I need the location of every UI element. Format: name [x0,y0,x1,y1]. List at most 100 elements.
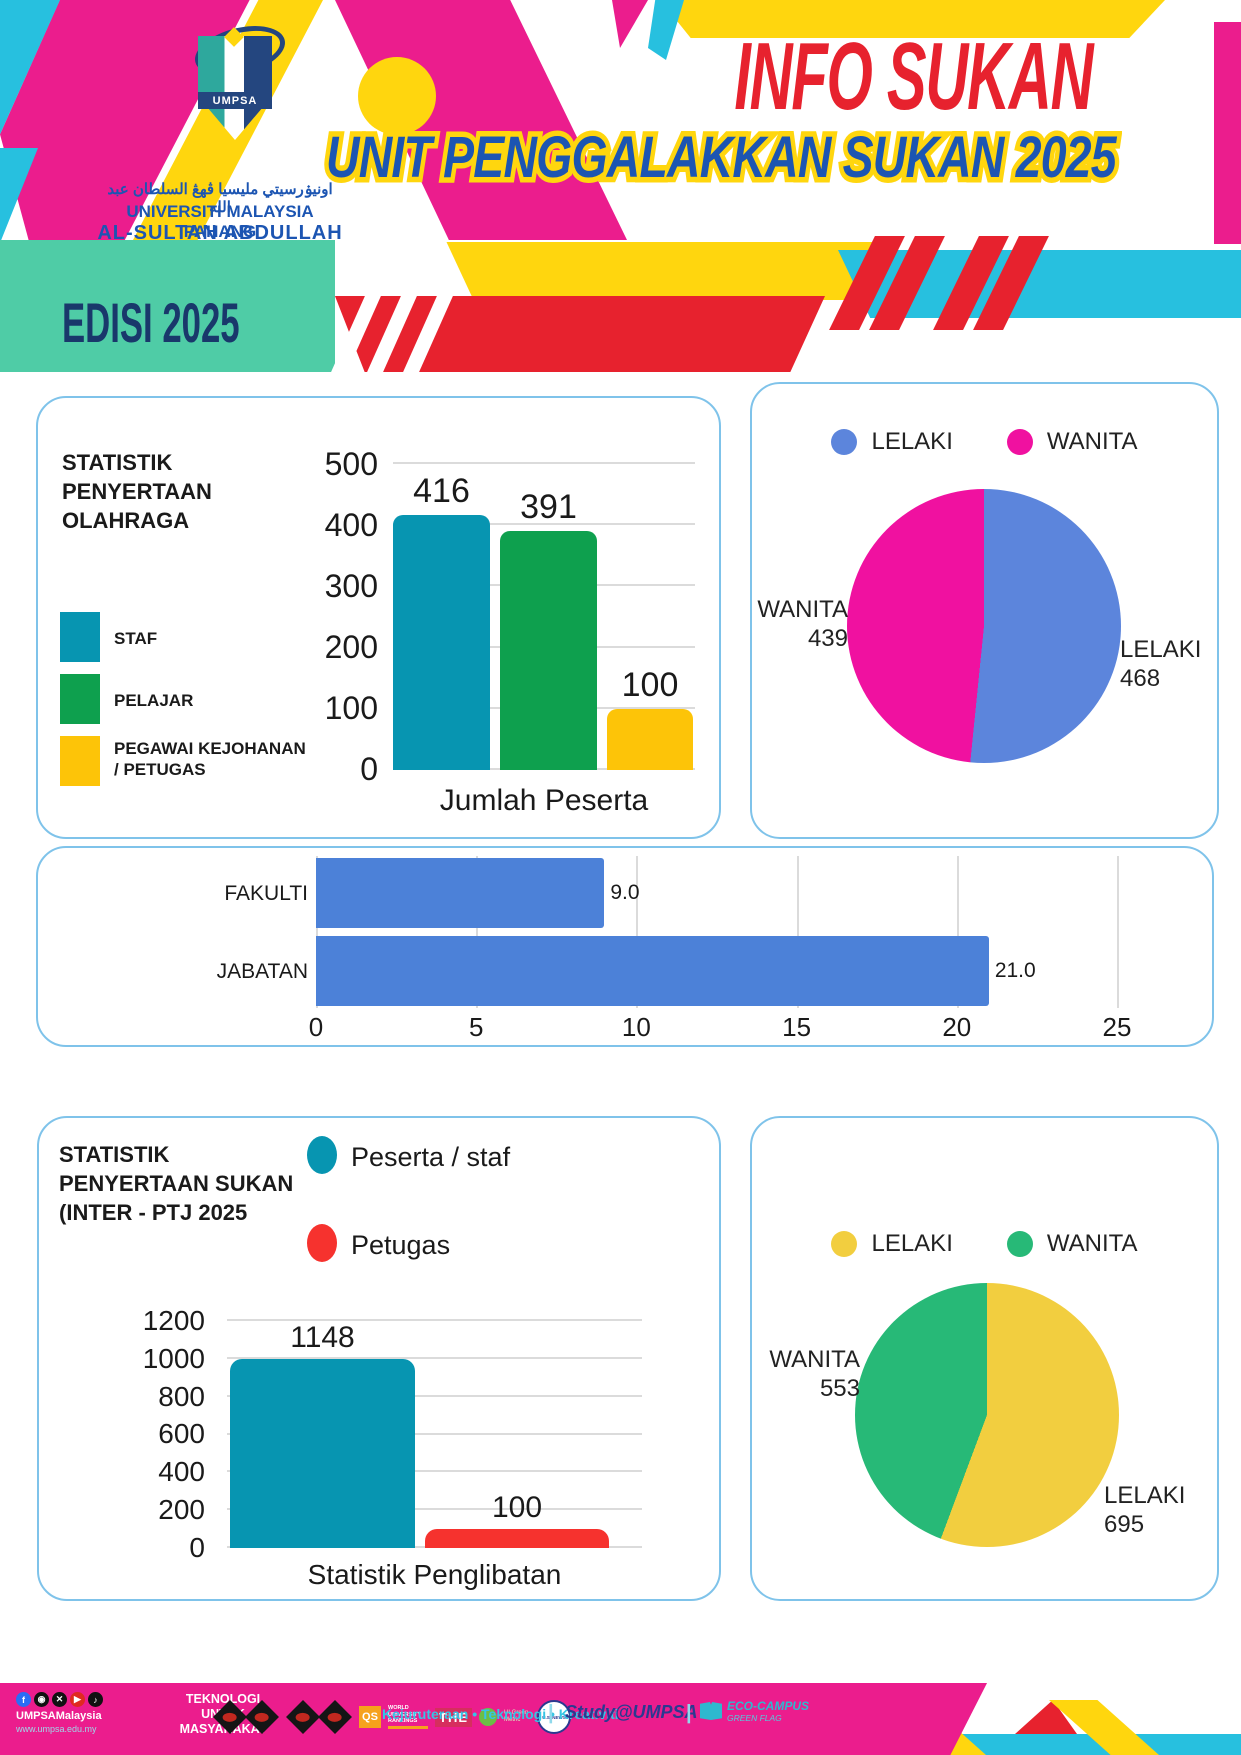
hbar-chart-ptj: 9.0 21.0 [316,856,1119,1008]
x-tick-label: 10 [621,1012,651,1042]
gridline [316,856,318,1008]
bar-value-label: 100 [621,665,679,704]
cyan-tip-decoration [648,0,684,60]
legend-dot-lelaki [831,429,858,455]
bar-row-fakulti: 9.0 [316,858,1117,928]
legend-dot-lelaki [831,1231,858,1257]
card-pie-olahraga-gender: LELAKI WANITA WANITA 439 LELAKI 468 [750,382,1219,839]
category-label-fakulti: FAKULTI [224,882,308,905]
eco-campus-label: ECO-CAMPUS GREEN FLAG [727,1699,810,1723]
award-medal-icon [318,1700,352,1734]
legend-label-staf: STAF [114,629,158,648]
pie-chart-sukan-gender [855,1283,1119,1547]
instagram-icon[interactable]: ◉ [34,1692,49,1707]
ui-greenmetric-icon [479,1708,497,1726]
legend-label-wanita: WANITA [1046,1230,1138,1257]
edition-label: EDISI 2025 [62,291,240,354]
category-label-jabatan: JABATAN [216,960,308,983]
x-icon[interactable]: ✕ [52,1692,67,1707]
yellow-top-band-decoration [660,0,1165,38]
pie-legend: LELAKI WANITA [752,1230,1217,1258]
card-pie-sukan-gender: LELAKI WANITA WANITA 553 LELAKI 695 [750,1116,1219,1601]
bar [500,530,597,770]
subtitle-text: UNIT PENGGALAKKAN SUKAN 2025 [326,125,1117,190]
bar-value-label: 9.0 [610,881,640,904]
x-tick-label: 5 [468,1012,484,1042]
gridline [636,856,639,1008]
logo-shield-text: UMPSA [198,92,272,109]
gridline [227,1508,642,1511]
pie-chart-olahraga-gender [847,489,1121,763]
logo-arabic-text: اونيۏرسيتي مليسيا ڤهڠ السلطان عبد الله [107,181,333,216]
facebook-icon[interactable]: f [16,1692,31,1707]
legend-label-pegawai: PEGAWAI KEJOHANAN / PETUGAS [114,739,306,780]
bar [393,515,490,770]
subtitle-outline: UNIT PENGGALAKKAN SUKAN 2025 [322,120,1121,196]
award-medal-icon [213,1700,247,1734]
card-statistik-olahraga: STATISTIK PENYERTAAN OLAHRAGA STAF PELAJ… [36,396,721,839]
gridline [227,1394,642,1397]
footer-separator: | [686,1702,692,1724]
bar-chart-sukan: 1148 100 [227,1319,642,1548]
footer-separator: | [548,1702,554,1724]
bar-peserta: 1148 [230,1321,415,1548]
bar-chart-olahraga: 416 391 100 [393,462,695,770]
social-handle: UMPSAMalaysia [16,1710,102,1722]
legend-label-petugas: Petugas [351,1230,451,1260]
green-flag-label: GREEN FLAG [727,1712,782,1723]
legend-dot-wanita [1006,1231,1033,1257]
gridline [796,856,799,1008]
bar [607,708,693,770]
tiktok-icon[interactable]: ♪ [88,1692,103,1707]
award-medal-icon [286,1700,320,1734]
bar-value-label: 391 [520,487,577,526]
magenta-tip-decoration [612,0,648,48]
gridline [476,856,479,1008]
bar-value-label: 1148 [290,1321,355,1354]
bar [425,1529,609,1548]
x-axis-title: Jumlah Peserta [439,784,649,817]
gridline [956,856,959,1008]
y-axis: 500 400 300 200 100 0 [324,445,378,788]
legend-dot-wanita [1006,429,1033,455]
website-url[interactable]: www.umpsa.edu.my [16,1724,97,1734]
gridline [227,1432,642,1435]
legend-label-peserta: Peserta / staf [351,1142,511,1172]
magenta-edge-bar-decoration [1214,22,1241,244]
card-statistik-sukan: STATISTIK PENYERTAAN SUKAN (INTER - PTJ … [37,1116,721,1601]
legend-swatch-pelajar [60,674,100,724]
bar-row-jabatan: 21.0 [316,936,1117,1006]
study-umpsa-brand: Study@UMPSA [565,1702,698,1722]
ui-greenmetric-label: UI Green Metric [504,1710,529,1723]
x-tick-label: 0 [308,1012,324,1042]
bar-value-label: 416 [413,472,470,511]
bar-pelajar: 391 [500,464,597,770]
bar-value-label: 100 [491,1491,543,1525]
x-tick-label: 20 [942,1012,972,1042]
gridline [227,1319,642,1321]
accreditation-logos: QS WORLD UNIVERSITY RANKINGS THE UI Gree… [213,1694,571,1740]
pie-label-wanita: WANITA 439 [757,596,848,652]
x-tick-label: 15 [782,1012,812,1042]
poster-subtitle: UNIT PENGGALAKKAN SUKAN 2025 UNIT PENGGA… [322,120,1121,196]
yellow-parallelogram-decoration [446,242,892,300]
pie-label-lelaki: LELAKI 695 [1104,1482,1186,1538]
bar-value-label: 21.0 [994,959,1036,982]
pie-label-lelaki: LELAKI 468 [1120,636,1202,692]
card-fakulti-jabatan: FAKULTI JABATAN 9.0 21.0 0 5 10 15 20 25 [36,846,1214,1047]
youtube-icon[interactable]: ▶ [70,1692,85,1707]
pie-legend: LELAKI WANITA [752,428,1217,456]
qs-ranking-logo: QS [359,1706,381,1728]
legend-swatch-staf [60,612,100,662]
footer-tagline: Kejuruteraan • Teknologi • Kreativiti [382,1706,619,1722]
x-axis: 0 5 10 15 20 25 [309,1012,1132,1042]
legend-label-wanita: WANITA [1046,428,1138,455]
bar-petugas: 100 [425,1321,609,1548]
gridline [227,1356,642,1359]
poster-title: INFO SUKAN [734,23,1093,130]
legend-swatch-petugas [307,1224,337,1262]
edition-teal-box [0,240,335,372]
logo-university-name: UNIVERSITI MALAYSIA PAHANG [126,202,314,241]
logo-university-name-2: AL-SULTAN ABDULLAH [97,222,343,244]
